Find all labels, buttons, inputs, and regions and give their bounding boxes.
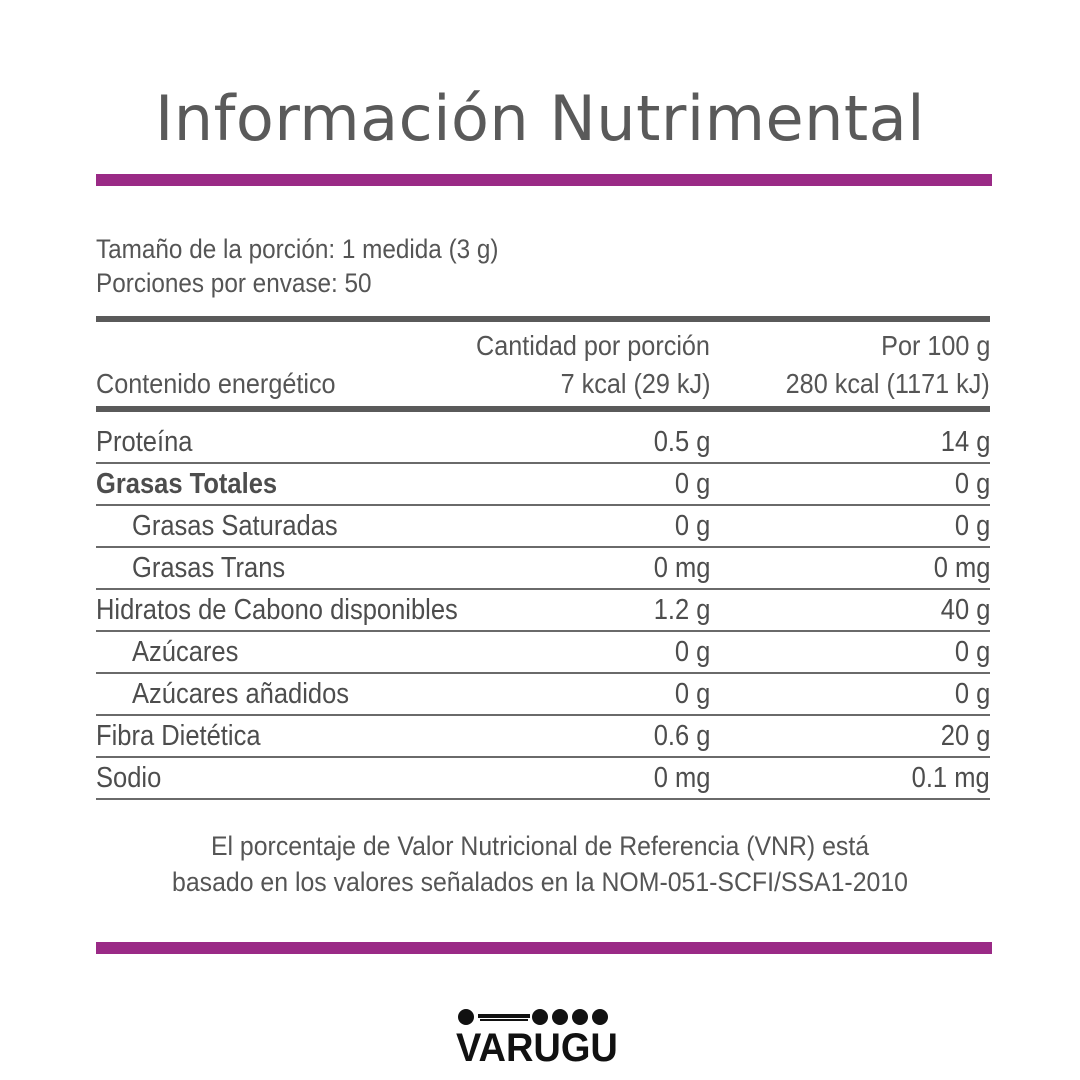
table-row: Grasas Trans 0 mg 0 mg bbox=[96, 548, 990, 590]
top-divider bbox=[96, 174, 992, 186]
row-per-serving: 0 g bbox=[674, 636, 710, 668]
serving-info: Tamaño de la porción: 1 medida (3 g) Por… bbox=[96, 232, 499, 300]
row-per-100g: 14 g bbox=[940, 426, 990, 458]
row-per-100g: 0.1 mg bbox=[911, 762, 990, 794]
row-label: Grasas Totales bbox=[96, 468, 278, 500]
energy-per-serving: 7 kcal (29 kJ) bbox=[560, 368, 710, 399]
table-row: Grasas Totales 0 g 0 g bbox=[96, 464, 990, 506]
table-row: Sodio 0 mg 0.1 mg bbox=[96, 758, 990, 800]
note-line-2: basado en los valores señalados en la NO… bbox=[172, 867, 908, 897]
bottom-divider bbox=[96, 942, 992, 954]
servings-per-container: Porciones por envase: 50 bbox=[96, 268, 372, 298]
nutrition-table: Proteína 0.5 g 14 g Grasas Totales 0 g 0… bbox=[96, 422, 990, 800]
row-per-100g: 0 mg bbox=[933, 552, 990, 584]
energy-label: Contenido energético bbox=[96, 368, 336, 399]
row-per-serving: 0.6 g bbox=[653, 720, 710, 752]
reference-note: El porcentaje de Valor Nutricional de Re… bbox=[0, 828, 1080, 900]
table-row: Azúcares 0 g 0 g bbox=[96, 632, 990, 674]
row-per-serving: 0 g bbox=[674, 510, 710, 542]
row-per-serving: 0 g bbox=[674, 468, 710, 500]
row-per-100g: 0 g bbox=[954, 636, 990, 668]
row-label: Grasas Saturadas bbox=[132, 510, 338, 542]
row-per-serving: 0 mg bbox=[653, 762, 710, 794]
serving-size: Tamaño de la porción: 1 medida (3 g) bbox=[96, 234, 499, 264]
row-per-100g: 0 g bbox=[954, 468, 990, 500]
note-line-1: El porcentaje de Valor Nutricional de Re… bbox=[210, 831, 870, 861]
row-label: Grasas Trans bbox=[132, 552, 286, 584]
row-per-100g: 20 g bbox=[940, 720, 990, 752]
row-label: Hidratos de Cabono disponibles bbox=[96, 594, 458, 626]
row-per-100g: 0 g bbox=[954, 678, 990, 710]
table-row: Azúcares añadidos 0 g 0 g bbox=[96, 674, 990, 716]
row-label: Sodio bbox=[96, 762, 162, 794]
page-title: Información Nutrimental bbox=[155, 82, 925, 155]
row-per-serving: 1.2 g bbox=[653, 594, 710, 626]
row-label: Azúcares añadidos bbox=[132, 678, 350, 710]
row-per-serving: 0 mg bbox=[653, 552, 710, 584]
energy-per-100g: 280 kcal (1171 kJ) bbox=[785, 368, 990, 399]
row-label: Fibra Dietética bbox=[96, 720, 261, 752]
table-top-rule bbox=[96, 316, 990, 322]
row-per-serving: 0 g bbox=[674, 678, 710, 710]
row-per-100g: 0 g bbox=[954, 510, 990, 542]
header-per-100g: Por 100 g bbox=[880, 330, 990, 361]
logo-dots-icon bbox=[458, 1009, 608, 1025]
row-per-100g: 40 g bbox=[940, 594, 990, 626]
table-row: Hidratos de Cabono disponibles 1.2 g 40 … bbox=[96, 590, 990, 632]
row-label: Proteína bbox=[96, 426, 193, 458]
table-row: Grasas Saturadas 0 g 0 g bbox=[96, 506, 990, 548]
row-label: Azúcares bbox=[132, 636, 239, 668]
table-row: Fibra Dietética 0.6 g 20 g bbox=[96, 716, 990, 758]
table-header-rule bbox=[96, 406, 990, 412]
table-row: Proteína 0.5 g 14 g bbox=[96, 422, 990, 464]
row-per-serving: 0.5 g bbox=[653, 426, 710, 458]
brand-name: VARUGU bbox=[456, 1026, 618, 1070]
brand-logo: VARUGU bbox=[456, 1008, 626, 1070]
header-per-serving: Cantidad por porción bbox=[476, 330, 710, 361]
